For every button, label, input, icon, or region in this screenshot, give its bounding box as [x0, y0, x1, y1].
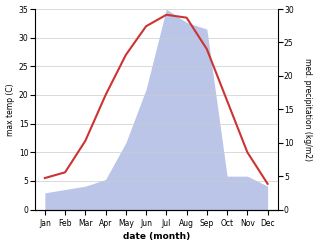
- Y-axis label: max temp (C): max temp (C): [5, 83, 15, 136]
- Y-axis label: med. precipitation (kg/m2): med. precipitation (kg/m2): [303, 58, 313, 161]
- X-axis label: date (month): date (month): [123, 232, 190, 242]
